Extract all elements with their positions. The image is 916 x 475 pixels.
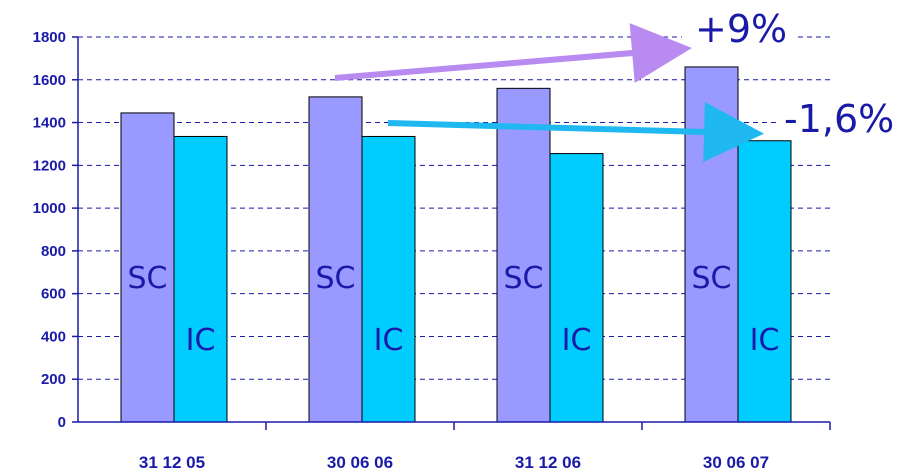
x-category-label: 30 06 06 — [327, 453, 393, 472]
bar-ic-4 — [737, 140, 792, 423]
bars — [120, 66, 792, 423]
bar-sc-3 — [496, 87, 551, 423]
y-tick-label: 1400 — [33, 115, 66, 132]
annotation-minus-1-6: -1,6% — [784, 97, 894, 141]
y-tick-label: 1800 — [33, 29, 66, 46]
y-tick-label: 800 — [41, 243, 66, 260]
axes — [72, 36, 831, 430]
annotation-1-bg — [682, 6, 794, 44]
y-tick-label: 600 — [41, 286, 66, 303]
bar-ic-2 — [361, 135, 416, 423]
x-category-label: 31 12 06 — [515, 453, 581, 472]
bar-label-ic: IC — [750, 323, 780, 358]
bar-label-ic: IC — [374, 323, 404, 358]
y-tick-label: 400 — [41, 328, 66, 345]
bar-label-sc: SC — [692, 261, 732, 296]
annotation-plus-9: +9% — [695, 7, 787, 51]
y-tick-label: 1200 — [33, 157, 66, 174]
bar-ic-1 — [173, 135, 228, 423]
y-tick-label: 1000 — [33, 200, 66, 217]
growth-arrow — [334, 23, 692, 83]
bar-label-ic: IC — [186, 323, 216, 358]
y-tick-labels: 0 200 400 600 800 1000 1200 1400 1600 1800 — [33, 29, 66, 431]
bar-label-sc: SC — [316, 261, 356, 296]
x-category-labels: 31 12 05 30 06 06 31 12 06 30 06 07 — [139, 453, 769, 472]
x-category-label: 30 06 07 — [703, 453, 769, 472]
bar-label-sc: SC — [128, 261, 168, 296]
annotation-2-bg — [780, 95, 910, 139]
y-tick-label: 200 — [41, 371, 66, 388]
decline-arrow — [387, 101, 764, 162]
bar-sc-4 — [684, 66, 739, 423]
bar-sc-1 — [120, 112, 175, 423]
bar-sc-2 — [308, 96, 363, 423]
bar-ic-3 — [549, 153, 604, 423]
x-category-label: 31 12 05 — [139, 453, 205, 472]
y-tick-label: 0 — [58, 414, 66, 431]
in-bar-labels: SC IC SC IC SC IC SC IC — [128, 261, 780, 358]
bar-label-sc: SC — [504, 261, 544, 296]
y-tick-label: 1600 — [33, 72, 66, 89]
bar-label-ic: IC — [562, 323, 592, 358]
